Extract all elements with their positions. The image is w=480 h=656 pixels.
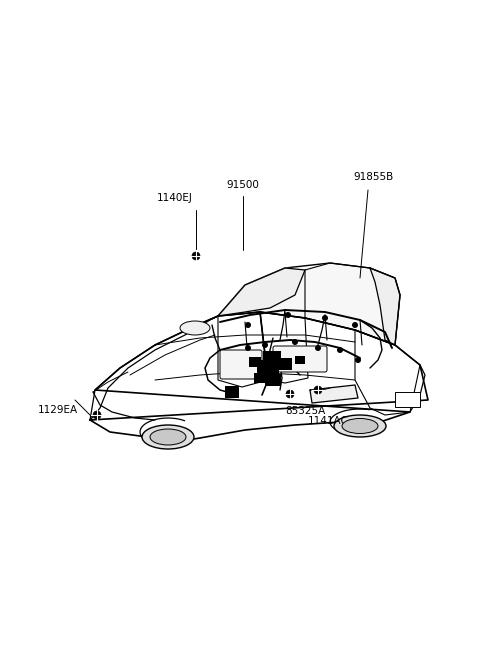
Ellipse shape	[142, 425, 194, 449]
Bar	[263, 351, 281, 365]
Ellipse shape	[337, 347, 343, 353]
Circle shape	[93, 411, 101, 419]
Text: 1129EA: 1129EA	[38, 405, 78, 415]
FancyBboxPatch shape	[273, 346, 327, 372]
Ellipse shape	[245, 322, 251, 328]
Polygon shape	[90, 312, 428, 442]
Circle shape	[314, 386, 322, 394]
FancyBboxPatch shape	[220, 350, 262, 379]
Text: 1141AC: 1141AC	[308, 416, 349, 426]
Bar	[225, 386, 239, 398]
Bar	[265, 374, 281, 386]
Text: 91500: 91500	[227, 180, 259, 190]
Ellipse shape	[322, 315, 328, 321]
Bar	[278, 358, 292, 370]
Ellipse shape	[334, 415, 386, 437]
Ellipse shape	[342, 419, 378, 434]
Polygon shape	[218, 268, 305, 316]
Text: 85325A: 85325A	[285, 406, 325, 416]
Ellipse shape	[285, 312, 291, 318]
Polygon shape	[218, 263, 400, 345]
Text: 1140EJ: 1140EJ	[157, 193, 193, 203]
Ellipse shape	[180, 321, 210, 335]
Bar	[395, 392, 420, 407]
Ellipse shape	[262, 342, 268, 348]
Ellipse shape	[245, 345, 251, 351]
Ellipse shape	[292, 339, 298, 345]
Ellipse shape	[355, 357, 361, 363]
Bar	[249, 357, 261, 367]
Bar	[257, 360, 279, 376]
Ellipse shape	[352, 322, 358, 328]
Ellipse shape	[315, 345, 321, 351]
Circle shape	[192, 252, 200, 260]
Circle shape	[286, 390, 294, 398]
Polygon shape	[370, 268, 400, 345]
Ellipse shape	[150, 429, 186, 445]
Polygon shape	[310, 385, 358, 403]
Text: 91855B: 91855B	[353, 172, 393, 182]
Bar	[295, 356, 305, 364]
Bar	[254, 373, 266, 383]
